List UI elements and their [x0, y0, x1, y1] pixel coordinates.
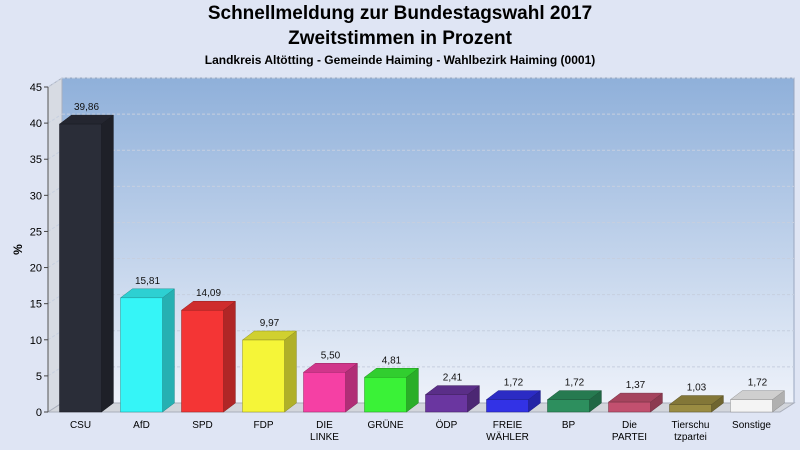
bar [607, 392, 664, 413]
y-tick-label: 45 [30, 82, 42, 94]
bar [58, 114, 115, 413]
bar-front [669, 404, 712, 413]
x-category-label: AfD [133, 420, 150, 431]
bar-side [284, 330, 297, 413]
y-tick-label: 35 [30, 154, 42, 166]
bar [729, 390, 786, 413]
x-category-label: tzpartei [674, 432, 707, 443]
bar [668, 395, 725, 413]
bar [302, 362, 359, 413]
grid-line-side [47, 113, 63, 124]
y-tick-label: 15 [30, 299, 42, 311]
y-tick-label: 0 [36, 407, 42, 419]
bar [424, 385, 481, 413]
bar-front [303, 372, 346, 413]
bar-front [181, 309, 224, 413]
x-category-label: Sonstige [732, 420, 771, 431]
chart-title: Schnellmeldung zur Bundestagswahl 2017 [207, 3, 593, 24]
y-tick-label: 30 [30, 190, 42, 202]
x-category-label: FREIE [493, 420, 523, 431]
bar [363, 367, 420, 413]
x-category-label: WÄHLER [486, 431, 529, 443]
bar-side [101, 114, 114, 413]
grid-line-side [47, 330, 63, 341]
y-tick-label: 25 [30, 226, 42, 238]
y-tick-label: 5 [36, 371, 42, 383]
bar-value-label: 4,81 [382, 355, 402, 366]
grid-line-side [47, 149, 63, 160]
x-category-label: SPD [192, 420, 213, 431]
x-category-label: Die [622, 420, 637, 431]
x-category-label: BP [562, 420, 576, 431]
x-category-label: ÖDP [436, 419, 458, 431]
bar-front [730, 399, 773, 413]
bar [119, 288, 176, 413]
grid-line-side [47, 185, 63, 196]
bar-front [242, 339, 285, 413]
grid-line-side [47, 77, 63, 88]
bar-front [425, 394, 468, 413]
bar-side [162, 288, 175, 413]
bar-front [120, 297, 163, 413]
bar-value-label: 1,72 [565, 378, 585, 389]
bar-front [608, 401, 651, 413]
bar-value-label: 1,37 [626, 380, 646, 391]
y-axis-label: % [11, 244, 25, 255]
grid-line-side [47, 294, 63, 305]
x-category-label: CSU [70, 420, 91, 431]
grid-line-side [47, 258, 63, 268]
y-tick-label: 40 [30, 118, 42, 130]
x-category-label: GRÜNE [367, 419, 403, 431]
plot-floor [46, 402, 796, 413]
bar-side [223, 300, 236, 413]
bar-value-label: 1,72 [504, 378, 524, 389]
bar-front [59, 123, 102, 413]
x-category-label: LINKE [310, 432, 339, 443]
bar [485, 390, 542, 413]
x-category-label: DIE [316, 420, 333, 431]
grid-line-side [47, 222, 63, 232]
chart-location: Landkreis Altötting - Gemeinde Haiming -… [204, 53, 596, 67]
bar [180, 300, 237, 413]
bar-value-label: 39,86 [74, 102, 99, 113]
y-tick-label: 10 [30, 335, 42, 347]
bar-front [364, 377, 407, 413]
bar-value-label: 15,81 [135, 276, 160, 287]
bar [546, 390, 603, 413]
bar [241, 330, 298, 413]
bar-front [547, 399, 590, 413]
bar-value-label: 1,72 [748, 378, 768, 389]
x-category-label: Tierschu [672, 420, 710, 431]
bar-value-label: 14,09 [196, 288, 221, 299]
chart-subtitle: Zweitstimmen in Prozent [288, 28, 512, 49]
x-category-label: FDP [254, 420, 274, 431]
bar-value-label: 9,97 [260, 318, 280, 329]
y-tick-label: 20 [30, 263, 42, 275]
x-category-label: PARTEI [612, 432, 647, 443]
bar-value-label: 2,41 [443, 373, 463, 384]
bar-value-label: 1,03 [687, 383, 707, 394]
grid-line-side [47, 366, 63, 377]
bar-front [486, 399, 529, 413]
bar-value-label: 5,50 [321, 350, 341, 361]
